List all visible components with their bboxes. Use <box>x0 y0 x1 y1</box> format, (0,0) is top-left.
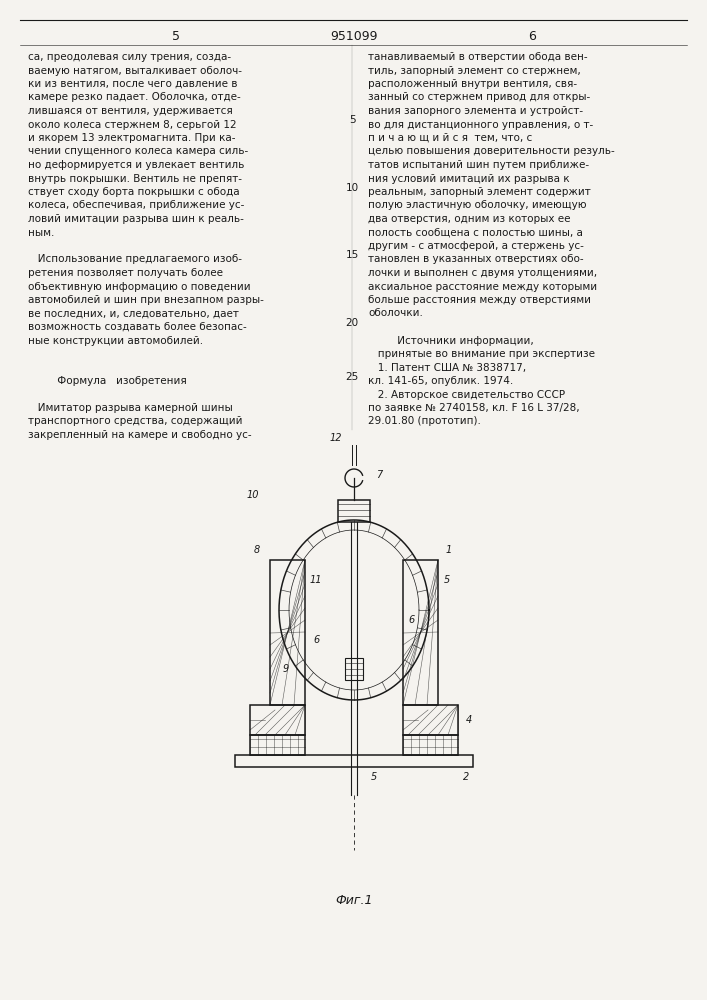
Text: 29.01.80 (прототип).: 29.01.80 (прототип). <box>368 416 481 426</box>
Text: 10: 10 <box>346 183 358 193</box>
Text: больше расстояния между отверстиями: больше расстояния между отверстиями <box>368 295 591 305</box>
Text: 6: 6 <box>528 30 536 43</box>
Text: 951099: 951099 <box>330 30 378 43</box>
Bar <box>403 560 438 705</box>
Text: Имитатор разрыва камерной шины: Имитатор разрыва камерной шины <box>28 403 233 413</box>
Text: возможность создавать более безопас-: возможность создавать более безопас- <box>28 322 247 332</box>
Text: 7: 7 <box>376 470 382 480</box>
Text: ные конструкции автомобилей.: ные конструкции автомобилей. <box>28 336 203 346</box>
Text: 1: 1 <box>446 545 452 555</box>
Text: ретения позволяет получать более: ретения позволяет получать более <box>28 268 223 278</box>
Text: 5: 5 <box>349 115 356 125</box>
Text: 8: 8 <box>254 545 260 555</box>
Text: 15: 15 <box>346 250 358 260</box>
Text: и якорем 13 электромагнита. При ка-: и якорем 13 электромагнита. При ка- <box>28 133 235 143</box>
Text: ным.: ным. <box>28 228 54 237</box>
Text: ния условий имитаций их разрыва к: ния условий имитаций их разрыва к <box>368 174 570 184</box>
Text: вания запорного элемента и устройст-: вания запорного элемента и устройст- <box>368 106 583 116</box>
Text: 10: 10 <box>247 490 259 500</box>
Text: Источники информации,: Источники информации, <box>368 336 534 346</box>
Text: 6: 6 <box>408 615 414 625</box>
Bar <box>345 658 363 680</box>
Bar <box>270 560 305 705</box>
Text: во для дистанционного управления, о т-: во для дистанционного управления, о т- <box>368 119 593 129</box>
Text: тановлен в указанных отверстиях обо-: тановлен в указанных отверстиях обо- <box>368 254 583 264</box>
Text: 1. Патент США № 3838717,: 1. Патент США № 3838717, <box>368 362 526 372</box>
Text: 4: 4 <box>466 715 472 725</box>
Text: Формула   изобретения: Формула изобретения <box>28 376 187 386</box>
Text: камере резко падает. Оболочка, отде-: камере резко падает. Оболочка, отде- <box>28 93 241 103</box>
Text: объективную информацию о поведении: объективную информацию о поведении <box>28 282 250 292</box>
Text: около колеса стержнем 8, серьгой 12: около колеса стержнем 8, серьгой 12 <box>28 119 237 129</box>
Bar <box>403 705 458 735</box>
Bar <box>403 735 458 755</box>
Text: 5: 5 <box>371 772 377 782</box>
Text: лившаяся от вентиля, удерживается: лившаяся от вентиля, удерживается <box>28 106 233 116</box>
Text: татов испытаний шин путем приближе-: татов испытаний шин путем приближе- <box>368 160 589 170</box>
Text: ки из вентиля, после чего давление в: ки из вентиля, после чего давление в <box>28 79 238 89</box>
Text: лочки и выполнен с двумя утолщениями,: лочки и выполнен с двумя утолщениями, <box>368 268 597 278</box>
Text: расположенный внутри вентиля, свя-: расположенный внутри вентиля, свя- <box>368 79 577 89</box>
Text: колеса, обеспечивая, приближение ус-: колеса, обеспечивая, приближение ус- <box>28 200 245 211</box>
Text: реальным, запорный элемент содержит: реальным, запорный элемент содержит <box>368 187 591 197</box>
Text: но деформируется и увлекает вентиль: но деформируется и увлекает вентиль <box>28 160 245 170</box>
Bar <box>250 705 305 735</box>
Text: тиль, запорный элемент со стержнем,: тиль, запорный элемент со стержнем, <box>368 66 580 76</box>
Text: Фиг.1: Фиг.1 <box>335 894 373 906</box>
Text: ве последних, и, следовательно, дает: ве последних, и, следовательно, дает <box>28 308 239 318</box>
Text: автомобилей и шин при внезапном разры-: автомобилей и шин при внезапном разры- <box>28 295 264 305</box>
Text: оболочки.: оболочки. <box>368 308 423 318</box>
Text: 25: 25 <box>346 372 358 382</box>
Text: другим - с атмосферой, а стержень ус-: другим - с атмосферой, а стержень ус- <box>368 241 584 251</box>
Text: 9: 9 <box>283 664 289 674</box>
Text: 12: 12 <box>329 433 342 443</box>
Text: по заявке № 2740158, кл. F 16 L 37/28,: по заявке № 2740158, кл. F 16 L 37/28, <box>368 403 580 413</box>
Text: 5: 5 <box>444 575 450 585</box>
Text: полую эластичную оболочку, имеющую: полую эластичную оболочку, имеющую <box>368 200 587 211</box>
Text: занный со стержнем привод для откры-: занный со стержнем привод для откры- <box>368 93 590 103</box>
Text: 2: 2 <box>463 772 469 782</box>
Text: аксиальное расстояние между которыми: аксиальное расстояние между которыми <box>368 282 597 292</box>
Bar <box>235 755 473 767</box>
Text: два отверстия, одним из которых ее: два отверстия, одним из которых ее <box>368 214 571 224</box>
Text: ваемую натягом, выталкивает оболоч-: ваемую натягом, выталкивает оболоч- <box>28 66 242 76</box>
Text: ловий имитации разрыва шин к реаль-: ловий имитации разрыва шин к реаль- <box>28 214 244 224</box>
Text: транспортного средства, содержащий: транспортного средства, содержащий <box>28 416 243 426</box>
Text: целью повышения доверительности резуль-: целью повышения доверительности резуль- <box>368 146 615 156</box>
Text: 11: 11 <box>310 575 322 585</box>
Text: 5: 5 <box>172 30 180 43</box>
Text: полость сообщена с полостью шины, а: полость сообщена с полостью шины, а <box>368 228 583 237</box>
Text: п и ч а ю щ и й с я  тем, что, с: п и ч а ю щ и й с я тем, что, с <box>368 133 532 143</box>
Text: танавливаемый в отверстии обода вен-: танавливаемый в отверстии обода вен- <box>368 52 588 62</box>
Text: принятые во внимание при экспертизе: принятые во внимание при экспертизе <box>368 349 595 359</box>
Text: 6: 6 <box>313 635 320 645</box>
Bar <box>338 500 370 522</box>
Text: 2. Авторское свидетельство СССР: 2. Авторское свидетельство СССР <box>368 389 565 399</box>
Text: са, преодолевая силу трения, созда-: са, преодолевая силу трения, созда- <box>28 52 231 62</box>
Text: ствует сходу борта покрышки с обода: ствует сходу борта покрышки с обода <box>28 187 240 197</box>
Bar <box>250 735 305 755</box>
Text: закрепленный на камере и свободно ус-: закрепленный на камере и свободно ус- <box>28 430 252 440</box>
Text: кл. 141-65, опублик. 1974.: кл. 141-65, опублик. 1974. <box>368 376 513 386</box>
Text: внутрь покрышки. Вентиль не препят-: внутрь покрышки. Вентиль не препят- <box>28 174 242 184</box>
Text: чении спущенного колеса камера силь-: чении спущенного колеса камера силь- <box>28 146 248 156</box>
Text: Использование предлагаемого изоб-: Использование предлагаемого изоб- <box>28 254 242 264</box>
Text: 20: 20 <box>346 318 358 328</box>
